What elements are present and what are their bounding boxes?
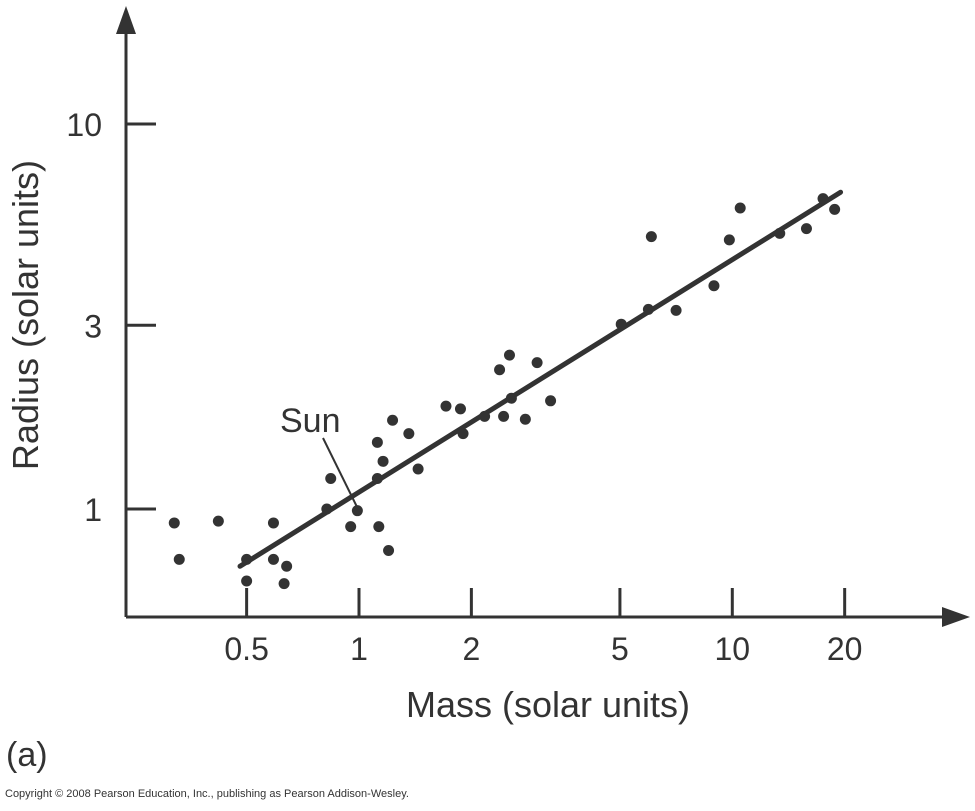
y-ticks: 1 3 10 xyxy=(66,107,156,528)
panel-label: (a) xyxy=(6,736,48,774)
data-point xyxy=(321,503,333,515)
data-point xyxy=(800,223,812,235)
sun-annotation: Sun xyxy=(280,402,359,510)
x-tick-label: 20 xyxy=(827,631,863,667)
data-point xyxy=(345,521,357,533)
data-point xyxy=(545,395,557,407)
data-point xyxy=(494,364,506,376)
data-point xyxy=(267,553,279,565)
y-axis-arrowhead xyxy=(116,6,136,34)
data-point xyxy=(373,521,385,533)
x-ticks: 0.5 1 2 5 10 20 xyxy=(224,588,862,667)
data-point xyxy=(454,403,466,415)
data-point xyxy=(723,234,735,246)
data-point xyxy=(168,517,180,529)
data-point xyxy=(505,392,517,404)
data-point xyxy=(377,455,389,467)
data-point xyxy=(642,303,654,315)
sun-leader-line xyxy=(322,437,359,510)
y-tick-label: 10 xyxy=(66,107,102,143)
data-point xyxy=(503,349,515,361)
data-point xyxy=(278,578,290,590)
data-point xyxy=(325,473,337,485)
data-points xyxy=(168,193,841,590)
data-point xyxy=(519,413,531,425)
sun-label: Sun xyxy=(280,402,341,440)
data-point xyxy=(817,193,829,205)
data-point xyxy=(615,318,627,330)
data-point xyxy=(774,227,786,239)
data-point xyxy=(645,231,657,243)
data-point xyxy=(212,515,224,527)
data-point xyxy=(387,414,399,426)
x-tick-label: 1 xyxy=(350,631,368,667)
data-point xyxy=(241,575,253,587)
data-point xyxy=(371,436,383,448)
x-tick-label: 0.5 xyxy=(224,631,268,667)
x-tick-label: 2 xyxy=(462,631,480,667)
data-point xyxy=(173,553,185,565)
x-tick-label: 10 xyxy=(715,631,751,667)
fit-line-group xyxy=(237,189,844,569)
fit-line xyxy=(237,189,844,569)
data-point xyxy=(734,202,746,214)
axes xyxy=(116,6,970,627)
data-point xyxy=(457,428,469,440)
data-point xyxy=(670,304,682,316)
data-point xyxy=(531,357,543,369)
data-point xyxy=(479,410,491,422)
y-tick-label: 1 xyxy=(84,492,102,528)
y-tick-label: 3 xyxy=(84,308,102,344)
data-point xyxy=(403,428,415,440)
copyright-notice: Copyright © 2008 Pearson Education, Inc.… xyxy=(5,788,409,800)
data-point xyxy=(708,280,720,292)
data-point xyxy=(241,553,253,565)
data-point xyxy=(281,560,293,572)
data-point xyxy=(440,400,452,412)
x-axis-title: Mass (solar units) xyxy=(406,684,690,725)
data-point xyxy=(351,505,363,517)
x-tick-label: 5 xyxy=(611,631,629,667)
mass-radius-chart: 0.5 1 2 5 10 20 1 3 10 Sun Mass (solar units) R… xyxy=(5,6,970,725)
data-point xyxy=(412,463,424,475)
data-point xyxy=(383,545,395,557)
y-axis-title: Radius (solar units) xyxy=(5,160,46,470)
data-point xyxy=(829,203,841,215)
x-axis-arrowhead xyxy=(942,607,970,627)
data-point xyxy=(371,473,383,485)
data-point xyxy=(267,517,279,529)
data-point xyxy=(498,410,510,422)
